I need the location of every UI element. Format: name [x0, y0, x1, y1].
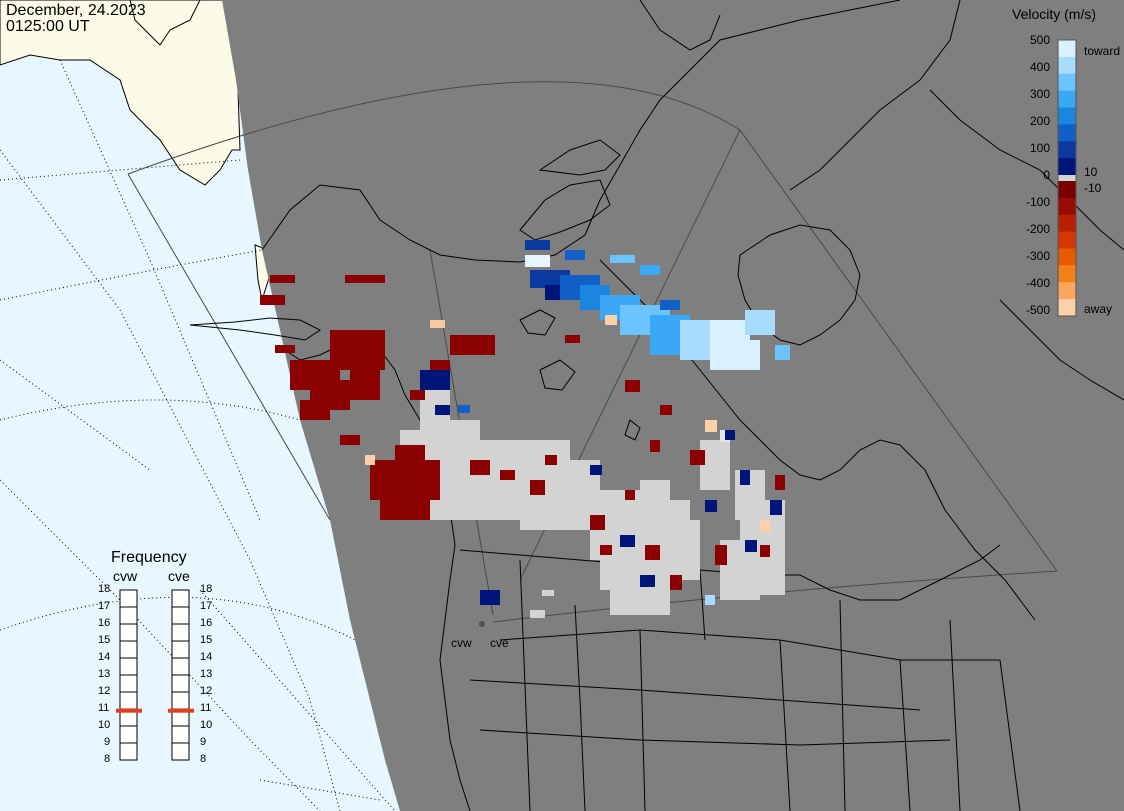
- colorbar-segment-toward: [1058, 56, 1076, 75]
- frequency-tick-right: 12: [200, 685, 213, 697]
- colorbar-segment-toward: [1058, 141, 1076, 159]
- velocity-tick-label: -400: [1025, 276, 1050, 290]
- velocity-tick-label: 200: [1029, 114, 1050, 128]
- time-label: 0125:00 UT: [6, 18, 90, 35]
- frequency-tick-left: 11: [98, 702, 110, 714]
- colorbar-segment-away: [1058, 282, 1076, 300]
- frequency-tick-right: 9: [200, 736, 207, 748]
- colorbar-segment-toward: [1058, 73, 1076, 92]
- frequency-tick-left: 14: [98, 651, 111, 663]
- colorbar-segment-away: [1058, 248, 1076, 266]
- threshold-low-label: -10: [1084, 181, 1102, 195]
- colorbar-segment-toward: [1058, 90, 1076, 108]
- frequency-tick-left: 16: [98, 617, 111, 629]
- frequency-tick-right: 11: [200, 702, 212, 714]
- frequency-tick-left: 13: [98, 668, 111, 680]
- frequency-marker: [116, 708, 142, 713]
- velocity-tick-label: 400: [1029, 60, 1050, 74]
- frequency-tick-right: 10: [200, 719, 213, 731]
- frequency-gridlines: [120, 606, 189, 744]
- colorbar-segment-away: [1058, 197, 1076, 216]
- away-label: away: [1084, 302, 1113, 316]
- frequency-tick-right: 17: [200, 600, 213, 612]
- frequency-title: Frequency: [111, 549, 187, 566]
- velocity-colorbar: [1058, 40, 1076, 317]
- velocity-tick-label: -100: [1025, 195, 1050, 209]
- velocity-tick-label: 500: [1029, 33, 1050, 47]
- colorbar-segment-away: [1058, 214, 1076, 233]
- colorbar-ground-scatter: [1058, 175, 1076, 181]
- gray-mask: [222, 0, 1124, 811]
- frequency-tick-right: 8: [200, 753, 207, 765]
- velocity-tick-label: 100: [1029, 141, 1050, 155]
- velocity-tick-label: 0: [1043, 168, 1050, 182]
- threshold-high-label: 10: [1084, 165, 1098, 179]
- radar-sites: [479, 621, 485, 627]
- colorbar-segment-away: [1058, 181, 1076, 199]
- echoes-toward: [420, 240, 790, 605]
- cve-site-label: cve: [490, 636, 509, 650]
- cvw-radar-label: cvw: [113, 568, 138, 584]
- frequency-tick-right: 15: [200, 634, 213, 646]
- frequency-tick-right: 16: [200, 617, 213, 629]
- fov-outline: [127, 81, 1058, 623]
- colorbar-segment-toward: [1058, 158, 1076, 176]
- frequency-tick-left: 10: [98, 719, 111, 731]
- political-borders: [459, 544, 1021, 811]
- frequency-markers: [116, 708, 194, 713]
- frequency-tick-left: 12: [98, 685, 111, 697]
- frequency-tick-left: 15: [98, 634, 111, 646]
- colorbar-segment-toward: [1058, 40, 1076, 58]
- velocity-colorbar-frame: [1057, 39, 1077, 317]
- siberia-landmass: [0, 0, 241, 186]
- frequency-tick-right: 18: [200, 583, 213, 595]
- frequency-tick-left: 9: [104, 736, 111, 748]
- frequency-tick-right: 13: [200, 668, 213, 680]
- frequency-marker: [168, 708, 194, 713]
- date-label: December, 24.2023: [6, 2, 146, 19]
- colorbar-segment-away: [1058, 299, 1076, 317]
- velocity-tick-label: -300: [1025, 249, 1050, 263]
- cve-radar-label: cve: [168, 568, 190, 584]
- cvw-site-label: cvw: [451, 636, 472, 650]
- siberia-peninsula: [129, 0, 201, 46]
- colorbar-segment-away: [1058, 231, 1076, 249]
- toward-label: toward: [1084, 44, 1121, 58]
- frequency-tick-left: 18: [98, 583, 111, 595]
- velocity-tick-label: -500: [1025, 303, 1050, 317]
- velocity-tick-label: -200: [1025, 222, 1050, 236]
- colorbar-segment-toward: [1058, 107, 1076, 125]
- colorbar-segment-away: [1058, 265, 1076, 283]
- frequency-tick-right: 14: [200, 651, 213, 663]
- velocity-tick-label: 300: [1029, 87, 1050, 101]
- velocity-scale-title: Velocity (m/s): [1012, 6, 1097, 22]
- colorbar-segment-toward: [1058, 124, 1076, 142]
- frequency-tick-left: 17: [98, 600, 111, 612]
- frequency-tick-left: 8: [104, 753, 111, 765]
